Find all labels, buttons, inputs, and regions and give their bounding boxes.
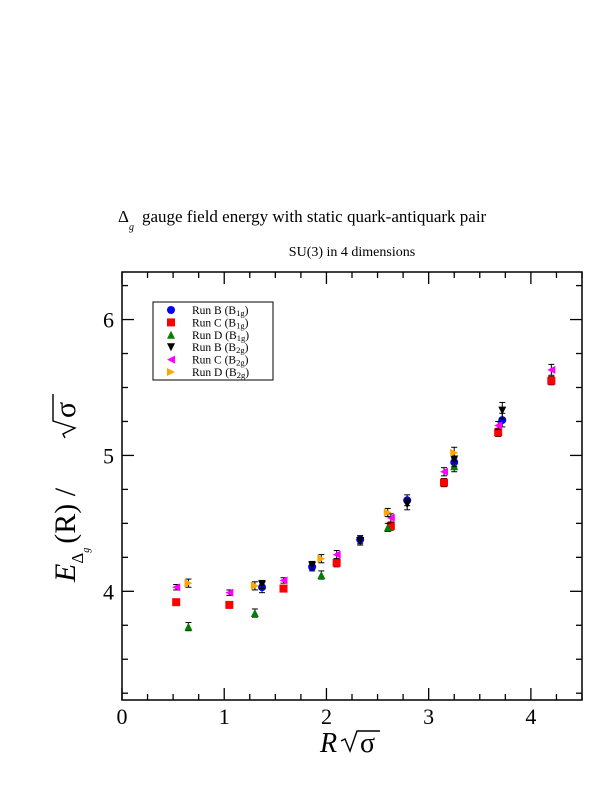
legend-marker — [167, 306, 175, 314]
data-point — [332, 558, 341, 567]
data-point — [184, 622, 193, 631]
data-point — [494, 428, 503, 437]
y-tick-label: 6 — [103, 308, 114, 333]
data-point — [184, 579, 193, 588]
y-axis-sub-sub: g — [81, 548, 92, 553]
title-symbol: Δ — [118, 207, 129, 226]
data-point — [386, 522, 395, 531]
x-tick-label: 2 — [321, 704, 332, 729]
y-tick-label: 4 — [103, 579, 114, 604]
data-point — [450, 448, 459, 457]
legend-label: Run D (B1g) — [192, 330, 249, 343]
x-tick-label: 4 — [525, 704, 536, 729]
x-axis-root: σ — [360, 728, 375, 759]
x-axis-radical — [340, 730, 380, 753]
data-point — [250, 581, 259, 590]
data-point — [279, 584, 288, 593]
y-tick-label: 5 — [103, 443, 114, 468]
title-symbol-sub: g — [129, 222, 134, 233]
x-axis-label: R — [319, 728, 337, 759]
data-point — [172, 598, 181, 607]
data-point — [258, 580, 267, 589]
data-point — [547, 365, 556, 374]
y-axis-var: E — [49, 564, 82, 583]
legend-label: Run B (B1g) — [192, 305, 249, 318]
legend: Run B (B1g)Run C (B1g)Run D (B1g)Run B (… — [152, 301, 274, 381]
x-axis-var: R — [319, 728, 337, 759]
legend-marker — [167, 368, 175, 376]
data-point — [383, 523, 392, 532]
y-axis-arg: (R) / — [49, 487, 82, 543]
chart-subtitle: SU(3) in 4 dimensions — [289, 245, 415, 260]
data-point — [356, 537, 365, 546]
data-point — [317, 570, 326, 579]
data-point — [450, 455, 459, 464]
axis-ticks — [121, 272, 583, 700]
legend-marker — [167, 330, 175, 339]
legend-label: Run C (B2g) — [192, 355, 249, 368]
data-point — [494, 421, 503, 430]
data-point — [279, 576, 288, 585]
data-point — [440, 478, 448, 487]
data-points — [172, 363, 556, 632]
data-point — [317, 554, 326, 563]
data-point — [332, 550, 341, 559]
y-axis-root: σ — [49, 402, 82, 418]
data-point — [383, 508, 392, 517]
y-axis-sub-sym: Δ — [68, 553, 87, 564]
data-point — [225, 600, 234, 609]
legend-label: Run C (B1g) — [192, 317, 249, 330]
data-point — [498, 406, 507, 415]
svg-text:EΔg(R) /: EΔg (R) / — [49, 487, 92, 583]
axis-tick-labels: 0 1 2 3 4 4 5 6 — [103, 308, 536, 729]
y-axis-radical — [52, 394, 77, 439]
data-point — [172, 583, 181, 592]
data-point — [498, 416, 507, 425]
legend-label: Run D (B2g) — [192, 367, 249, 380]
chart-title: Δg gauge field energy with static quark-a… — [118, 207, 487, 233]
data-point — [308, 561, 317, 570]
x-tick-label: 0 — [117, 704, 128, 729]
legend-label: Run B (B2g) — [192, 342, 249, 355]
data-point — [440, 467, 448, 476]
data-point — [386, 513, 395, 522]
legend-marker — [167, 343, 175, 352]
x-tick-label: 3 — [423, 704, 434, 729]
data-point — [225, 588, 234, 597]
x-tick-label: 1 — [219, 704, 230, 729]
title-text: gauge field energy with static quark-ant… — [142, 207, 487, 226]
legend-marker — [167, 355, 175, 364]
data-point — [250, 609, 259, 618]
data-point — [403, 500, 412, 509]
y-axis-label: EΔg (R) / σ — [49, 394, 92, 583]
legend-marker — [167, 318, 175, 327]
data-point — [547, 376, 556, 385]
legend-box — [152, 301, 274, 381]
